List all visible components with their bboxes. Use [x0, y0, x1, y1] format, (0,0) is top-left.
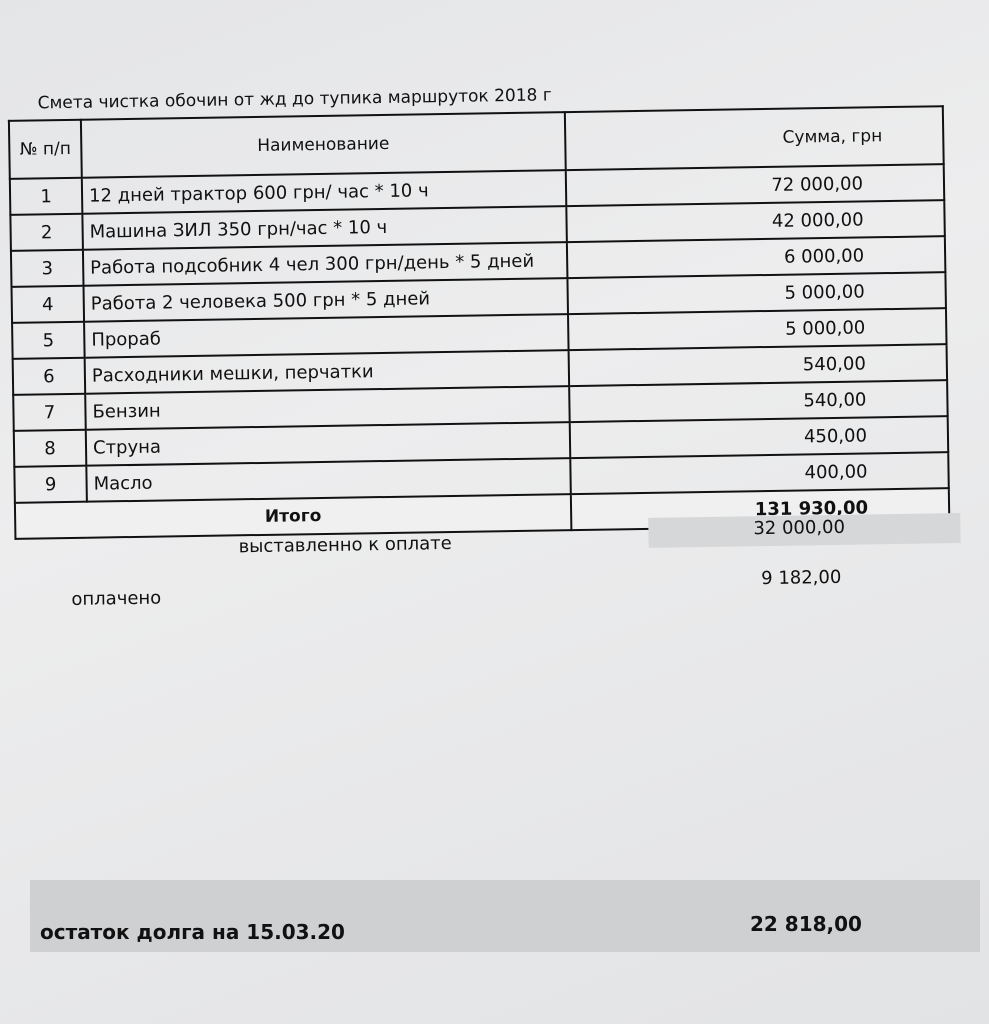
row-num: 9 — [14, 465, 87, 503]
row-sum: 540,00 — [568, 344, 948, 387]
invoiced-value: 32 000,00 — [753, 516, 846, 540]
row-num: 6 — [12, 357, 86, 395]
row-sum: 5 000,00 — [567, 272, 946, 315]
paid-value: 9 182,00 — [761, 566, 842, 590]
row-num: 3 — [10, 249, 84, 287]
row-sum: 72 000,00 — [565, 164, 945, 207]
row-sum: 540,00 — [569, 380, 948, 423]
document-title: Смета чистка обочин от жд до тупика марш… — [37, 85, 552, 114]
row-sum: 450,00 — [569, 416, 949, 459]
total-label: Итого — [14, 494, 572, 539]
row-num: 8 — [13, 429, 87, 467]
paid-label: оплачено — [71, 587, 162, 610]
invoiced-label: выставленно к оплате — [238, 532, 452, 558]
header-num: № п/п — [8, 119, 82, 179]
row-num: 5 — [12, 321, 85, 359]
debt-bar: остаток долга на 15.03.20 22 818,00 — [30, 880, 980, 952]
debt-label: остаток долга на 15.03.20 — [40, 920, 345, 944]
row-num: 4 — [11, 285, 85, 323]
row-sum: 5 000,00 — [568, 308, 947, 351]
row-sum: 42 000,00 — [566, 200, 945, 243]
header-sum: Сумма, грн — [564, 106, 944, 171]
debt-value: 22 818,00 — [750, 912, 862, 936]
row-sum: 400,00 — [570, 452, 949, 495]
row-num: 2 — [10, 213, 83, 251]
estimate-table: № п/п Наименование Сумма, грн 1 12 дней т… — [8, 105, 950, 540]
row-sum: 6 000,00 — [566, 236, 946, 279]
row-num: 7 — [13, 393, 86, 431]
header-name: Наименование — [80, 112, 566, 178]
row-num: 1 — [9, 177, 83, 215]
